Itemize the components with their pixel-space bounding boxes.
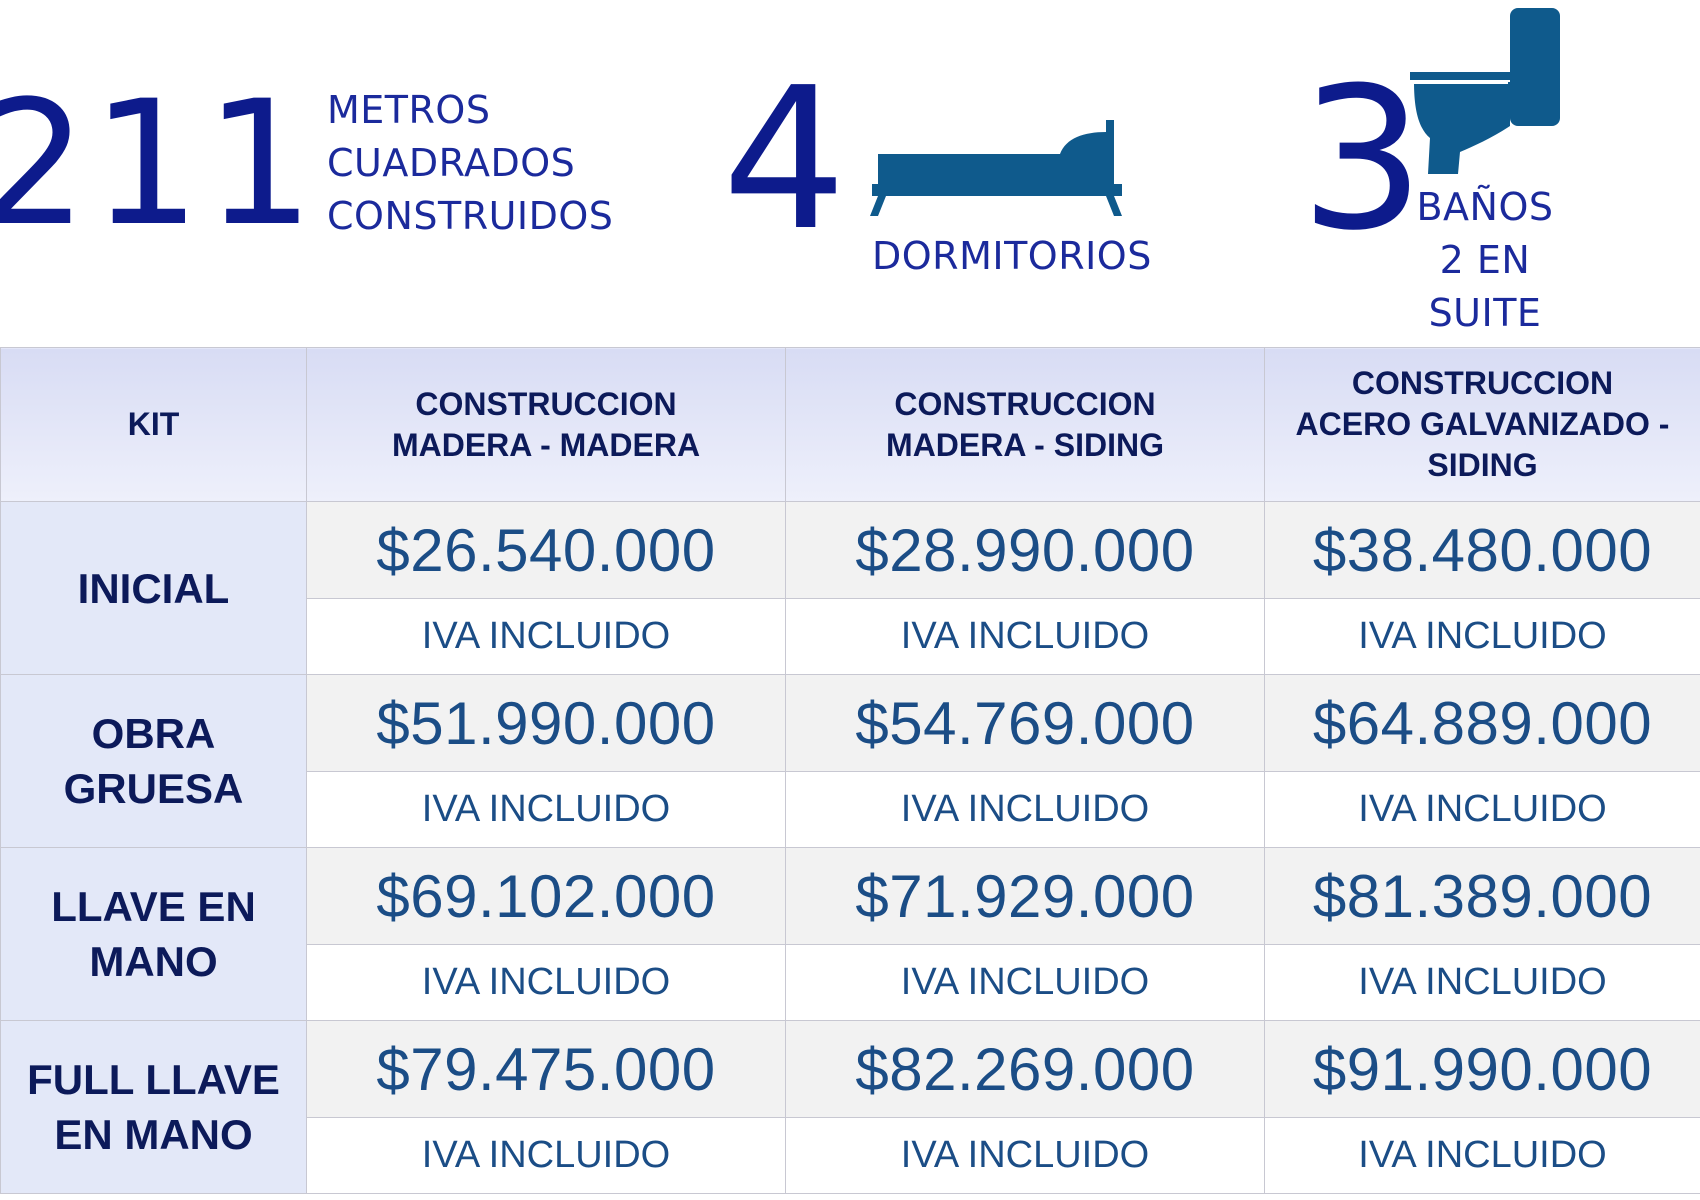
price-cell: $81.389.000 — [1264, 847, 1700, 945]
bathrooms-label-line: BAÑOS — [1416, 185, 1554, 229]
area-label-line: CUADRADOS — [327, 141, 576, 185]
toilet-icon — [1410, 8, 1560, 174]
header-line: CONSTRUCCION — [415, 385, 677, 422]
price-cell: $64.889.000 — [1264, 674, 1700, 772]
header-line: CONSTRUCCION — [894, 385, 1156, 422]
iva-note-cell: IVA INCLUIDO — [306, 944, 786, 1021]
iva-note-cell: IVA INCLUIDO — [785, 598, 1265, 675]
kit-name-line: INICIAL — [77, 564, 230, 612]
table-row: IVA INCLUIDO IVA INCLUIDO IVA INCLUIDO — [1, 771, 1700, 848]
kit-name-line: MANO — [89, 938, 218, 985]
bed-icon — [870, 120, 1122, 216]
header-kit: KIT — [0, 347, 307, 502]
price-cell: $26.540.000 — [306, 501, 786, 599]
iva-note-cell: IVA INCLUIDO — [306, 771, 786, 848]
bathrooms-label-line: SUITE — [1428, 291, 1542, 335]
table-row: IVA INCLUIDO IVA INCLUIDO IVA INCLUIDO — [1, 1117, 1700, 1194]
header-line: MADERA - SIDING — [886, 426, 1164, 463]
price-cell: $79.475.000 — [306, 1020, 786, 1118]
iva-note-cell: IVA INCLUIDO — [306, 598, 786, 675]
price-cell: $38.480.000 — [1264, 501, 1700, 599]
kit-name-cell: FULL LLAVE EN MANO — [0, 1020, 307, 1194]
header-madera-siding: CONSTRUCCION MADERA - SIDING — [785, 347, 1265, 502]
iva-note-cell: IVA INCLUIDO — [1264, 771, 1700, 848]
bathrooms-label: BAÑOS 2 EN SUITE — [1410, 181, 1560, 340]
bathrooms-label-line: 2 EN — [1439, 238, 1531, 282]
header-madera-madera: CONSTRUCCION MADERA - MADERA — [306, 347, 786, 502]
iva-note-cell: IVA INCLUIDO — [1264, 944, 1700, 1021]
table-row: INICIAL $26.540.000 $28.990.000 $38.480.… — [0, 501, 1700, 675]
iva-note-cell: IVA INCLUIDO — [785, 1117, 1265, 1194]
price-cell: $69.102.000 — [306, 847, 786, 945]
iva-note-cell: IVA INCLUIDO — [1264, 1117, 1700, 1194]
header-acero-siding: CONSTRUCCION ACERO GALVANIZADO - SIDING — [1264, 347, 1700, 502]
iva-note-cell: IVA INCLUIDO — [785, 944, 1265, 1021]
table-row: IVA INCLUIDO IVA INCLUIDO IVA INCLUIDO — [1, 598, 1700, 675]
kit-name-line: FULL LLAVE — [27, 1056, 280, 1103]
kit-name-line: OBRA — [91, 710, 216, 757]
area-label: METROS CUADRADOS CONSTRUIDOS — [327, 84, 613, 243]
area-label-line: CONSTRUIDOS — [327, 194, 614, 238]
header-line: SIDING — [1427, 447, 1538, 483]
table-row: OBRA GRUESA $51.990.000 $54.769.000 $64.… — [0, 674, 1700, 848]
iva-note-cell: IVA INCLUIDO — [785, 771, 1265, 848]
iva-note-cell: IVA INCLUIDO — [1264, 598, 1700, 675]
kit-name-cell: INICIAL — [0, 501, 307, 675]
table-row: FULL LLAVE EN MANO $79.475.000 $82.269.0… — [0, 1020, 1700, 1194]
stats-banner: 211 METROS CUADRADOS CONSTRUIDOS 4 DORMI… — [0, 0, 1700, 346]
price-cell: $51.990.000 — [306, 674, 786, 772]
price-cell: $54.769.000 — [785, 674, 1265, 772]
kit-name-line: LLAVE EN — [51, 883, 256, 930]
bedrooms-number: 4 — [722, 46, 847, 274]
table-row: IVA INCLUIDO IVA INCLUIDO IVA INCLUIDO — [1, 944, 1700, 1021]
iva-note-cell: IVA INCLUIDO — [306, 1117, 786, 1194]
table-row: LLAVE EN MANO $69.102.000 $71.929.000 $8… — [0, 847, 1700, 1021]
bedrooms-label: DORMITORIOS — [872, 234, 1152, 278]
kit-name-line: GRUESA — [63, 765, 244, 812]
header-line: MADERA - MADERA — [391, 426, 701, 463]
kit-name-cell: LLAVE EN MANO — [0, 847, 307, 1021]
table-header-row: KIT CONSTRUCCION MADERA - MADERA CONSTRU… — [0, 347, 1700, 502]
kit-name-line: EN MANO — [54, 1111, 253, 1158]
kit-name-cell: OBRA GRUESA — [0, 674, 307, 848]
price-cell: $71.929.000 — [785, 847, 1265, 945]
header-line: ACERO GALVANIZADO - — [1295, 406, 1670, 442]
price-cell: $28.990.000 — [785, 501, 1265, 599]
price-cell: $91.990.000 — [1264, 1020, 1700, 1118]
price-cell: $82.269.000 — [785, 1020, 1265, 1118]
header-line: CONSTRUCCION — [1351, 365, 1614, 401]
bathrooms-number: 3 — [1300, 46, 1425, 274]
area-label-line: METROS — [327, 88, 491, 132]
area-number: 211 — [0, 63, 319, 264]
price-table: KIT CONSTRUCCION MADERA - MADERA CONSTRU… — [0, 347, 1700, 1194]
